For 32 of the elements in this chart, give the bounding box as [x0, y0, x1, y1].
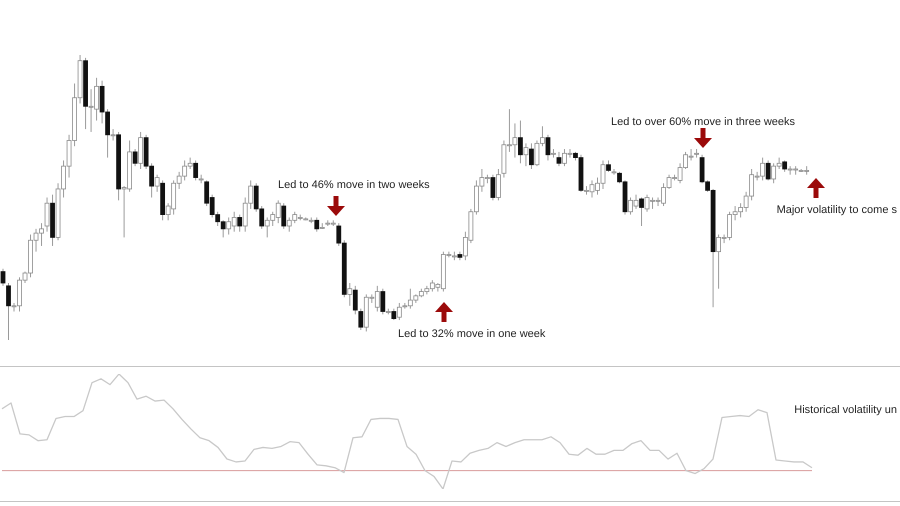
candlestick	[556, 151, 562, 167]
candlestick	[0, 268, 6, 286]
candlestick	[281, 202, 286, 230]
candlestick	[193, 160, 198, 181]
annotation: Historical volatility un	[794, 404, 897, 416]
candlestick	[154, 174, 160, 192]
candlestick	[529, 142, 534, 170]
candlestick	[380, 288, 386, 315]
candlestick	[314, 216, 320, 232]
candlestick	[639, 197, 644, 226]
candlestick	[496, 168, 501, 201]
candlestick	[132, 148, 138, 167]
candlestick	[766, 160, 771, 181]
candlestick	[391, 308, 396, 321]
candlestick	[524, 142, 528, 167]
annotation: Led to 32% move in one week	[398, 328, 546, 340]
annotation: Led to 46% move in two weeks	[278, 179, 430, 191]
annotation: Led to over 60% move in three weeks	[611, 116, 796, 128]
candlestick	[6, 282, 11, 340]
candlestick	[490, 174, 496, 201]
candlestick	[546, 134, 550, 161]
candlestick	[347, 282, 352, 306]
candlestick	[44, 197, 50, 232]
candlestick	[110, 128, 116, 141]
candlestick	[352, 285, 358, 315]
candlestick	[396, 302, 402, 321]
candlestick	[606, 160, 611, 172]
candlestick	[358, 308, 364, 331]
candlestick	[237, 214, 242, 232]
candlestick	[782, 160, 788, 172]
candlestick	[518, 120, 523, 164]
annotation: Major volatility to come s	[776, 204, 898, 216]
